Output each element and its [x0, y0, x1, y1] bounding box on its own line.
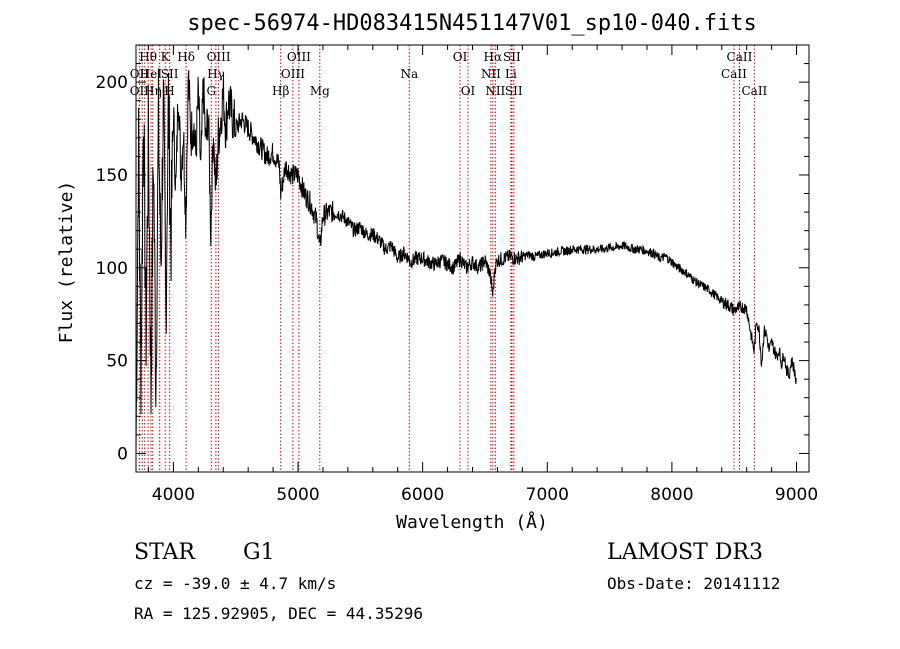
x-axis: 4000 5000 6000 7000 8000 9000: [147, 45, 818, 505]
line-label-9: OIII: [207, 50, 231, 64]
line-label-7: H: [164, 84, 174, 98]
y-tick-label-200: 200: [96, 73, 128, 93]
obs-date: Obs-Date: 20141112: [607, 574, 780, 593]
y-tick-label-50: 50: [106, 352, 128, 372]
object-class: STAR: [134, 540, 196, 565]
line-label-19: Hα: [484, 50, 503, 64]
x-tick-label-7000: 7000: [526, 485, 569, 505]
line-label-17: OI: [453, 50, 468, 64]
x-tick-label-9000: 9000: [775, 485, 818, 505]
coordinates: RA = 125.92905, DEC = 44.35296: [134, 604, 423, 623]
y-tick-label-100: 100: [96, 259, 128, 279]
x-tick-label-6000: 6000: [401, 485, 444, 505]
line-label-24: SII: [505, 84, 523, 98]
line-label-26: CaII: [721, 67, 747, 81]
line-label-5: K: [161, 50, 171, 64]
survey-name: LAMOST DR3: [607, 540, 763, 565]
line-label-21: NII: [485, 84, 505, 98]
line-label-23: Li: [505, 67, 517, 81]
object-subclass: G1: [243, 540, 275, 565]
spectrum-line: [135, 68, 797, 455]
redshift-cz: cz = -39.0 ± 4.7 km/s: [134, 574, 336, 593]
y-axis: 0 50 100 150 200: [96, 63, 809, 464]
y-tick-label-150: 150: [96, 166, 128, 186]
chart-title: spec-56974-HD083415N451147V01_sp10-040.f…: [187, 11, 757, 36]
line-label-3: OII: [130, 67, 150, 81]
y-axis-label: Flux (relative): [56, 181, 77, 344]
line-label-10: Hγ: [207, 67, 225, 81]
line-label-13: OIII: [287, 50, 311, 64]
line-label-1: OII: [130, 84, 150, 98]
y-tick-label-0: 0: [117, 444, 128, 464]
line-label-6: SII: [161, 67, 179, 81]
line-label-16: Na: [400, 67, 418, 81]
line-label-18: OI: [461, 84, 476, 98]
line-label-27: CaII: [741, 84, 767, 98]
x-tick-label-8000: 8000: [650, 485, 693, 505]
line-label-0: Hθ: [139, 50, 157, 64]
line-label-20: NII: [481, 67, 501, 81]
line-label-14: OIII: [281, 67, 305, 81]
line-label-12: Hβ: [272, 84, 289, 98]
spectrum-series: [135, 68, 797, 455]
x-tick-label-4000: 4000: [152, 485, 195, 505]
line-label-4: Hη: [144, 84, 162, 98]
line-label-25: CaII: [727, 50, 753, 64]
line-label-8: Hδ: [177, 50, 195, 64]
line-label-15: Mg: [310, 84, 330, 98]
x-tick-label-5000: 5000: [276, 485, 319, 505]
line-label-11: G: [206, 84, 216, 98]
line-label-2: HeI: [140, 67, 163, 81]
x-axis-label: Wavelength (Å): [396, 511, 548, 533]
line-label-22: SII: [503, 50, 521, 64]
